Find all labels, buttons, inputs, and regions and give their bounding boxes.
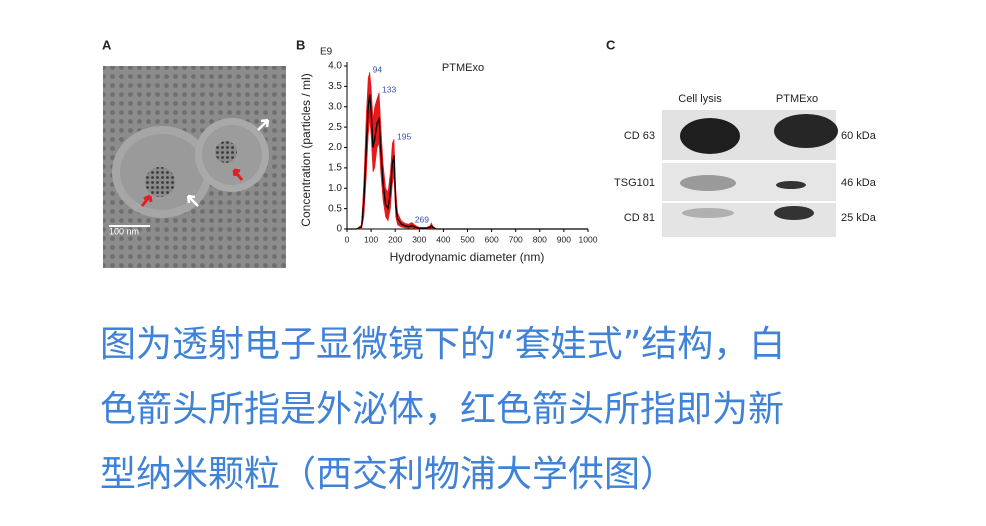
size-label: 46 kDa <box>841 177 877 189</box>
x-tick-label: 200 <box>388 234 402 244</box>
x-tick-label: 500 <box>460 234 474 244</box>
x-tick-label: 1000 <box>579 234 598 244</box>
marker-label: CD 63 <box>624 130 655 142</box>
tem-image <box>103 66 286 268</box>
size-label: 25 kDa <box>841 212 877 224</box>
mean-line <box>347 94 588 230</box>
x-tick-label: 100 <box>364 234 378 244</box>
y-axis-label: Concentration (particles / ml) <box>299 73 313 226</box>
scale-bar-label: 100 nm <box>109 226 139 236</box>
western-blot <box>662 110 838 237</box>
caption: 图为透射电子显微镜下的“套娃式”结构，白 色箭头所指是外泌体，红色箭头所指即为新型… <box>100 312 785 507</box>
x-tick-label: 400 <box>436 234 450 244</box>
lane-label: Cell lysis <box>678 93 722 105</box>
caption-line: 色箭头所指是外泌体，红色箭头所指即为新 <box>100 389 785 430</box>
panel-label: B <box>296 37 305 52</box>
size-label: 60 kDa <box>841 130 877 142</box>
y-tick-label: 1.5 <box>328 163 342 174</box>
y-tick-label: 0.5 <box>328 203 342 214</box>
chart: B E9 PTMExo Concentration (particles / m… <box>296 37 598 264</box>
x-axis-label: Hydrodynamic diameter (nm) <box>390 250 545 264</box>
y-tick-label: 2.0 <box>328 142 342 153</box>
blot-labels: Cell lysis PTMExo CD 63 60 kDa TSG101 46 kDa C… <box>614 93 877 224</box>
caption-line: 型纳米颗粒（西交利物浦大学供图） <box>100 454 677 495</box>
x-tick-label: 600 <box>485 234 499 244</box>
peak-label: 195 <box>397 132 411 142</box>
x-tick-label: 800 <box>533 234 547 244</box>
peak-label: 133 <box>382 85 396 95</box>
lane-label: PTMExo <box>776 93 818 105</box>
y-tick-label: 2.5 <box>328 122 342 133</box>
y-tick-label: 4.0 <box>328 61 342 72</box>
x-tick-label: 700 <box>509 234 523 244</box>
chart-title: PTMExo <box>442 62 484 74</box>
y-multiplier: E9 <box>320 47 333 58</box>
figure: A 100 nm B E9 PTMExo Concentration (part… <box>102 37 877 268</box>
x-tick-label: 300 <box>412 234 426 244</box>
panel-label: A <box>102 37 112 52</box>
y-tick-label: 1.0 <box>328 183 342 194</box>
y-tick-label: 3.5 <box>328 81 342 92</box>
peak-label: 94 <box>373 64 383 74</box>
marker-label: CD 81 <box>624 212 655 224</box>
peak-label: 269 <box>415 215 429 225</box>
caption-line: 图为透射电子显微镜下的“套娃式”结构，白 <box>100 324 786 365</box>
error-band <box>347 72 588 230</box>
x-tick-label: 900 <box>557 234 571 244</box>
y-tick-label: 3.0 <box>328 101 342 112</box>
panel-label: C <box>606 37 616 52</box>
x-tick-label: 0 <box>345 234 350 244</box>
marker-label: TSG101 <box>614 177 655 189</box>
y-tick-label: 0 <box>336 224 342 235</box>
